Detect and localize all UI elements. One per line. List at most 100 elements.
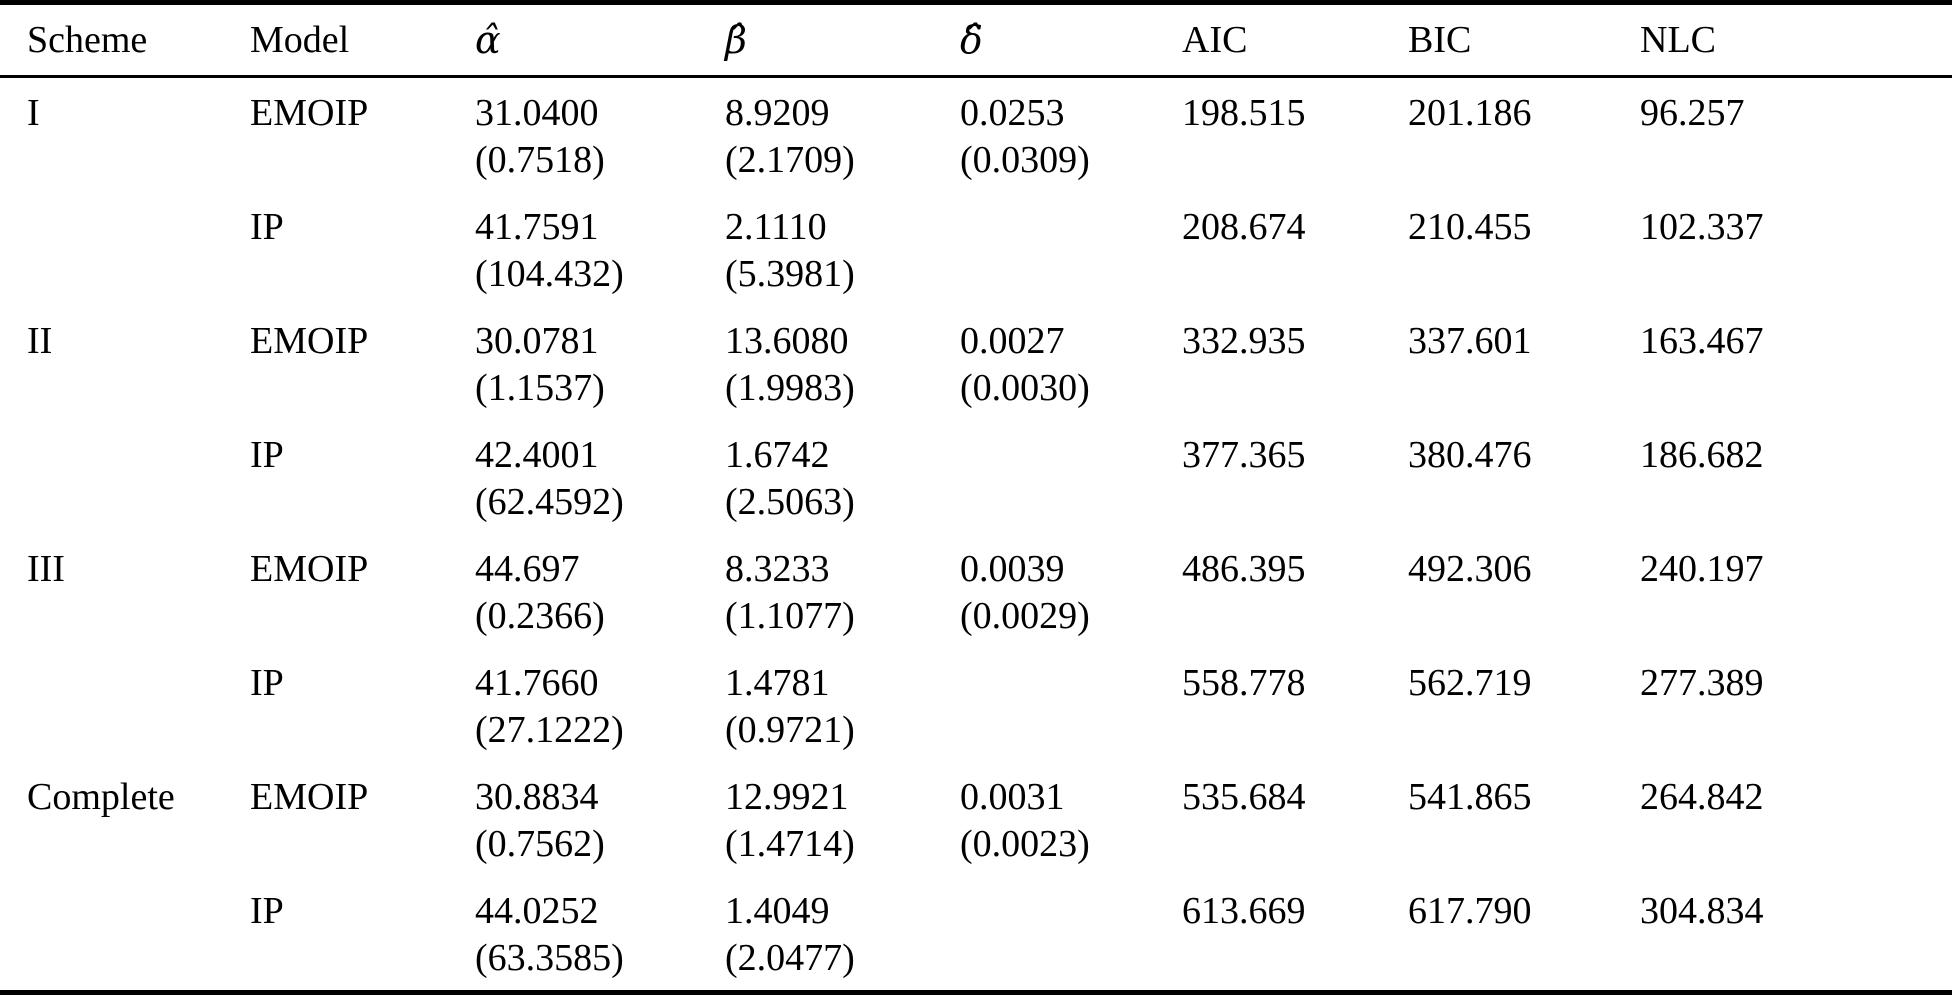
alpha-stderr: (27.1222) <box>475 709 624 751</box>
beta-estimate: 1.4049 <box>725 890 830 932</box>
delta-estimate: 0.0253 <box>960 92 1065 134</box>
cell-scheme <box>0 420 250 534</box>
cell-nlc: 102.337 <box>1640 192 1952 306</box>
bic-value: 617.790 <box>1408 890 1532 932</box>
column-header-delta-hat: δ̂ <box>960 2 1182 78</box>
cell-beta: 8.3233 (1.1077) <box>725 534 960 648</box>
cell-delta <box>960 192 1182 306</box>
cell-nlc: 277.389 <box>1640 648 1952 762</box>
cell-aic: 486.395 <box>1182 534 1408 648</box>
cell-delta: 0.0031 (0.0023) <box>960 762 1182 876</box>
alpha-stderr: (0.7562) <box>475 823 605 865</box>
cell-aic: 613.669 <box>1182 876 1408 993</box>
scheme-label: II <box>27 320 53 362</box>
nlc-value: 102.337 <box>1640 206 1764 248</box>
alpha-estimate: 30.0781 <box>475 320 599 362</box>
cell-alpha: 41.7591 (104.432) <box>475 192 725 306</box>
cell-bic: 380.476 <box>1408 420 1640 534</box>
beta-estimate: 12.9921 <box>725 776 849 818</box>
bic-value: 541.865 <box>1408 776 1532 818</box>
cell-aic: 535.684 <box>1182 762 1408 876</box>
cell-nlc: 304.834 <box>1640 876 1952 993</box>
beta-estimate: 8.3233 <box>725 548 830 590</box>
cell-model: EMOIP <box>250 534 475 648</box>
alpha-estimate: 41.7660 <box>475 662 599 704</box>
cell-beta: 1.6742 (2.5063) <box>725 420 960 534</box>
beta-stderr: (2.0477) <box>725 937 855 979</box>
beta-estimate: 2.1110 <box>725 206 827 248</box>
cell-nlc: 163.467 <box>1640 306 1952 420</box>
alpha-estimate: 42.4001 <box>475 434 599 476</box>
beta-stderr: (1.1077) <box>725 595 855 637</box>
alpha-stderr: (1.1537) <box>475 367 605 409</box>
cell-bic: 492.306 <box>1408 534 1640 648</box>
table-header: Scheme Model α̂ β̂ δ̂ AIC BIC NLC <box>0 2 1952 78</box>
alpha-stderr: (63.3585) <box>475 937 624 979</box>
model-label: EMOIP <box>250 776 369 818</box>
cell-delta: 0.0027 (0.0030) <box>960 306 1182 420</box>
bic-value: 562.719 <box>1408 662 1532 704</box>
scheme-label: I <box>27 92 40 134</box>
bic-value: 201.186 <box>1408 92 1532 134</box>
cell-alpha: 41.7660 (27.1222) <box>475 648 725 762</box>
beta-estimate: 1.6742 <box>725 434 830 476</box>
nlc-value: 163.467 <box>1640 320 1764 362</box>
model-label: IP <box>250 434 284 476</box>
aic-value: 332.935 <box>1182 320 1306 362</box>
delta-stderr: (0.0023) <box>960 823 1090 865</box>
cell-beta: 1.4781 (0.9721) <box>725 648 960 762</box>
column-header-aic: AIC <box>1182 2 1408 78</box>
cell-aic: 332.935 <box>1182 306 1408 420</box>
bic-value: 492.306 <box>1408 548 1532 590</box>
cell-bic: 617.790 <box>1408 876 1640 993</box>
cell-model: IP <box>250 876 475 993</box>
cell-alpha: 44.697 (0.2366) <box>475 534 725 648</box>
cell-scheme: II <box>0 306 250 420</box>
cell-model: IP <box>250 192 475 306</box>
aic-value: 377.365 <box>1182 434 1306 476</box>
cell-beta: 1.4049 (2.0477) <box>725 876 960 993</box>
cell-scheme: Complete <box>0 762 250 876</box>
cell-alpha: 30.8834 (0.7562) <box>475 762 725 876</box>
beta-estimate: 8.9209 <box>725 92 830 134</box>
delta-estimate: 0.0027 <box>960 320 1065 362</box>
model-label: EMOIP <box>250 548 369 590</box>
cell-beta: 2.1110 (5.3981) <box>725 192 960 306</box>
aic-value: 613.669 <box>1182 890 1306 932</box>
column-header-beta-hat: β̂ <box>725 2 960 78</box>
cell-delta: 0.0039 (0.0029) <box>960 534 1182 648</box>
cell-bic: 562.719 <box>1408 648 1640 762</box>
delta-stderr: (0.0030) <box>960 367 1090 409</box>
cell-model: IP <box>250 648 475 762</box>
model-label: IP <box>250 890 284 932</box>
cell-model: EMOIP <box>250 762 475 876</box>
column-header-alpha-hat: α̂ <box>475 2 725 78</box>
model-label: EMOIP <box>250 320 369 362</box>
delta-estimate: 0.0031 <box>960 776 1065 818</box>
cell-scheme <box>0 648 250 762</box>
aic-value: 558.778 <box>1182 662 1306 704</box>
table-row: IP 41.7591 (104.432) 2.1110 (5.3981) 208… <box>0 192 1952 306</box>
aic-value: 198.515 <box>1182 92 1306 134</box>
cell-scheme: I <box>0 77 250 193</box>
cell-bic: 210.455 <box>1408 192 1640 306</box>
model-label: EMOIP <box>250 92 369 134</box>
alpha-estimate: 31.0400 <box>475 92 599 134</box>
cell-aic: 198.515 <box>1182 77 1408 193</box>
cell-nlc: 264.842 <box>1640 762 1952 876</box>
nlc-value: 240.197 <box>1640 548 1764 590</box>
cell-nlc: 96.257 <box>1640 77 1952 193</box>
cell-bic: 541.865 <box>1408 762 1640 876</box>
table-row: IP 44.0252 (63.3585) 1.4049 (2.0477) 613… <box>0 876 1952 993</box>
alpha-stderr: (104.432) <box>475 253 624 295</box>
bic-value: 337.601 <box>1408 320 1532 362</box>
alpha-stderr: (0.2366) <box>475 595 605 637</box>
column-header-scheme: Scheme <box>0 2 250 78</box>
cell-scheme: III <box>0 534 250 648</box>
header-row: Scheme Model α̂ β̂ δ̂ AIC BIC NLC <box>0 2 1952 78</box>
cell-scheme <box>0 192 250 306</box>
cell-beta: 13.6080 (1.9983) <box>725 306 960 420</box>
cell-model: EMOIP <box>250 306 475 420</box>
column-header-nlc: NLC <box>1640 2 1952 78</box>
scheme-label: III <box>27 548 65 590</box>
